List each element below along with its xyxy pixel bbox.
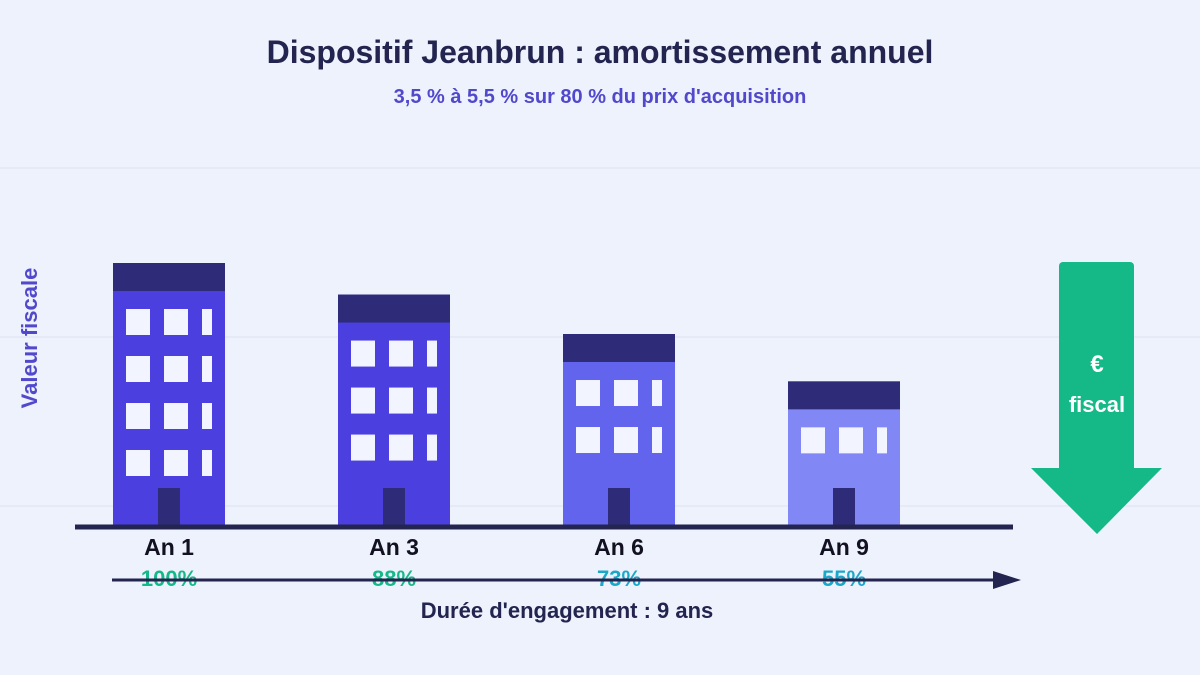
window xyxy=(389,434,413,461)
bar-roof xyxy=(338,294,450,323)
window xyxy=(427,434,437,461)
window xyxy=(652,380,662,407)
window xyxy=(351,340,375,367)
bar-body xyxy=(113,263,225,526)
chart-title: Dispositif Jeanbrun : amortissement annu… xyxy=(266,34,934,70)
window xyxy=(164,403,188,429)
door xyxy=(833,488,855,526)
door xyxy=(608,488,630,526)
window xyxy=(801,427,825,454)
window xyxy=(126,309,150,335)
arrow-shaft xyxy=(1059,262,1134,474)
bar-roof xyxy=(113,263,225,291)
window xyxy=(877,427,887,454)
fiscal-label: fiscal xyxy=(1069,392,1125,417)
window xyxy=(126,403,150,429)
window xyxy=(839,427,863,454)
category-label: An 3 xyxy=(369,534,419,560)
time-arrow-head xyxy=(993,571,1021,589)
bar-an-1 xyxy=(113,263,225,526)
window xyxy=(652,427,662,454)
window xyxy=(427,340,437,367)
window xyxy=(126,356,150,382)
window xyxy=(351,434,375,461)
window xyxy=(427,387,437,414)
bar-an-6 xyxy=(563,334,675,526)
window xyxy=(576,427,600,454)
bar-an-3 xyxy=(338,294,450,526)
window xyxy=(164,356,188,382)
window xyxy=(202,356,212,382)
window xyxy=(389,340,413,367)
window xyxy=(202,309,212,335)
window xyxy=(576,380,600,407)
fiscal-arrow: € fiscal xyxy=(1031,262,1162,534)
chart-subtitle: 3,5 % à 5,5 % sur 80 % du prix d'acquisi… xyxy=(393,86,807,108)
bar-roof xyxy=(788,381,900,410)
door xyxy=(383,488,405,526)
window xyxy=(614,427,638,454)
window xyxy=(164,309,188,335)
window xyxy=(389,387,413,414)
bar-an-9 xyxy=(788,381,900,526)
category-label: An 1 xyxy=(144,534,194,560)
door xyxy=(158,488,180,526)
arrow-head xyxy=(1031,468,1162,534)
window xyxy=(202,450,212,476)
window xyxy=(614,380,638,407)
x-axis-label: Durée d'engagement : 9 ans xyxy=(420,598,714,623)
window xyxy=(164,450,188,476)
euro-symbol: € xyxy=(1090,351,1103,378)
window xyxy=(126,450,150,476)
category-label: An 9 xyxy=(819,534,869,560)
category-label: An 6 xyxy=(594,534,644,560)
window xyxy=(351,387,375,414)
window xyxy=(202,403,212,429)
bar-roof xyxy=(563,334,675,363)
